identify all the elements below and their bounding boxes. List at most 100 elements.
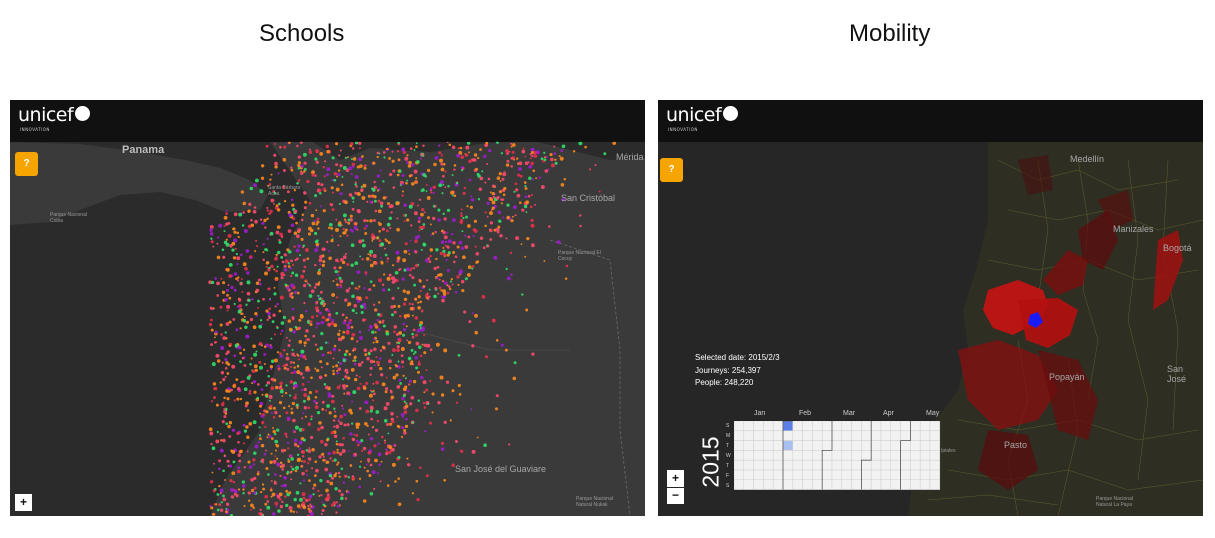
calendar-day-cell[interactable] (880, 450, 892, 461)
calendar-day-cell[interactable] (890, 430, 901, 441)
calendar-day-cell[interactable] (851, 421, 862, 432)
calendar-day-cell[interactable] (870, 479, 882, 490)
calendar-day-cell[interactable] (861, 469, 872, 481)
calendar-day-cell[interactable] (880, 469, 892, 481)
calendar-day-cell[interactable] (821, 469, 833, 481)
schools-map-canvas[interactable] (10, 100, 645, 516)
calendar-day-cell[interactable] (812, 440, 823, 451)
calendar-day-cell[interactable] (900, 479, 911, 490)
calendar-day-cell[interactable] (792, 469, 803, 481)
calendar-day-cell[interactable] (890, 450, 901, 461)
calendar-day-cell[interactable] (782, 459, 794, 471)
calendar-day-cell[interactable] (929, 469, 941, 481)
calendar-day-cell[interactable] (763, 430, 774, 441)
calendar-day-cell[interactable] (851, 479, 862, 490)
calendar-day-cell[interactable] (812, 450, 823, 461)
calendar-day-cell[interactable] (841, 479, 852, 490)
calendar-day-cell[interactable] (812, 459, 823, 471)
calendar-day-cell[interactable] (802, 459, 813, 471)
calendar-day-cell[interactable] (753, 469, 764, 481)
calendar-day-cell[interactable] (792, 421, 803, 432)
calendar-day-cell[interactable] (734, 469, 745, 481)
schools-map[interactable]: unicef INNOVATION ? Panama Mérida San Cr… (10, 100, 645, 516)
calendar-day-cell[interactable] (753, 421, 764, 432)
calendar-day-cell[interactable] (802, 421, 813, 432)
zoom-in-button[interactable]: + (15, 494, 32, 511)
calendar-day-cell[interactable] (782, 421, 794, 432)
calendar-day-cell[interactable] (772, 479, 784, 490)
calendar-day-cell[interactable] (782, 430, 794, 441)
calendar-day-cell[interactable] (929, 430, 941, 441)
calendar-day-cell[interactable] (841, 459, 852, 471)
zoom-in-button[interactable]: + (667, 470, 684, 487)
calendar-day-cell[interactable] (880, 479, 892, 490)
calendar-day-cell[interactable] (821, 440, 833, 451)
calendar-day-cell[interactable] (802, 469, 813, 481)
calendar-day-cell[interactable] (910, 440, 921, 451)
calendar-day-cell[interactable] (772, 430, 784, 441)
calendar-day-cell[interactable] (782, 479, 794, 490)
calendar-day-cell[interactable] (792, 459, 803, 471)
calendar-day-cell[interactable] (831, 469, 843, 481)
calendar-day-cell[interactable] (831, 421, 843, 432)
calendar-day-cell[interactable] (812, 479, 823, 490)
calendar-day-cell[interactable] (753, 430, 764, 441)
calendar-day-cell[interactable] (734, 479, 745, 490)
calendar-day-cell[interactable] (880, 459, 892, 471)
calendar-day-cell[interactable] (861, 479, 872, 490)
calendar-day-cell[interactable] (763, 459, 774, 471)
help-button[interactable]: ? (15, 152, 38, 176)
calendar-day-cell[interactable] (743, 440, 754, 451)
mobility-map[interactable]: unicef INNOVATION ? Medellín Manizales B… (658, 100, 1203, 516)
calendar-day-cell[interactable] (861, 440, 872, 451)
zoom-out-button[interactable]: − (667, 488, 684, 504)
calendar-day-cell[interactable] (929, 440, 941, 451)
calendar-day-cell[interactable] (763, 440, 774, 451)
calendar-day-cell[interactable] (763, 469, 774, 481)
calendar-day-cell[interactable] (919, 479, 931, 490)
calendar-day-cell[interactable] (831, 479, 843, 490)
calendar-day-cell[interactable] (772, 459, 784, 471)
calendar-day-cell[interactable] (900, 440, 911, 451)
calendar-day-cell[interactable] (772, 440, 784, 451)
help-button[interactable]: ? (660, 158, 683, 182)
calendar-day-cell[interactable] (802, 479, 813, 490)
calendar-day-cell[interactable] (910, 459, 921, 471)
calendar-day-cell[interactable] (734, 459, 745, 471)
calendar-day-cell[interactable] (900, 469, 911, 481)
calendar-day-cell[interactable] (900, 450, 911, 461)
calendar-day-cell[interactable] (910, 421, 921, 432)
calendar-day-cell[interactable] (851, 469, 862, 481)
calendar-day-cell[interactable] (831, 450, 843, 461)
calendar-day-cell[interactable] (910, 450, 921, 461)
calendar-day-cell[interactable] (782, 450, 794, 461)
calendar-day-cell[interactable] (782, 469, 794, 481)
calendar-day-cell[interactable] (851, 459, 862, 471)
calendar-day-cell[interactable] (910, 430, 921, 441)
calendar-day-cell[interactable] (910, 469, 921, 481)
calendar-day-cell[interactable] (870, 440, 882, 451)
calendar-day-cell[interactable] (753, 459, 764, 471)
calendar-day-cell[interactable] (821, 450, 833, 461)
calendar-day-cell[interactable] (880, 430, 892, 441)
calendar-day-cell[interactable] (821, 421, 833, 432)
calendar-day-cell[interactable] (861, 450, 872, 461)
calendar-day-cell[interactable] (919, 430, 931, 441)
calendar-day-cell[interactable] (734, 430, 745, 441)
calendar-heatmap[interactable] (734, 421, 944, 493)
calendar-day-cell[interactable] (743, 459, 754, 471)
calendar-day-cell[interactable] (743, 469, 754, 481)
calendar-day-cell[interactable] (734, 421, 745, 432)
calendar-day-cell[interactable] (929, 450, 941, 461)
calendar-day-cell[interactable] (831, 430, 843, 441)
calendar-day-cell[interactable] (890, 469, 901, 481)
calendar-day-cell[interactable] (753, 479, 764, 490)
calendar-day-cell[interactable] (772, 469, 784, 481)
calendar-day-cell[interactable] (890, 479, 901, 490)
calendar-day-cell[interactable] (929, 459, 941, 471)
calendar-day-cell[interactable] (753, 450, 764, 461)
calendar-day-cell[interactable] (851, 440, 862, 451)
calendar-day-cell[interactable] (919, 440, 931, 451)
calendar-day-cell[interactable] (870, 450, 882, 461)
calendar-day-cell[interactable] (870, 459, 882, 471)
